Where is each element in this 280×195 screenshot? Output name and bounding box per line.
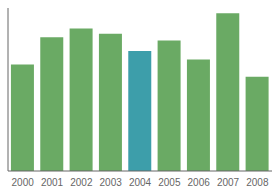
- svg-text:2002: 2002: [70, 177, 93, 188]
- svg-text:2007: 2007: [217, 177, 240, 188]
- svg-text:2006: 2006: [188, 177, 211, 188]
- svg-text:2003: 2003: [100, 177, 123, 188]
- svg-text:2008: 2008: [246, 177, 269, 188]
- svg-text:2004: 2004: [129, 177, 152, 188]
- svg-text:2000: 2000: [12, 177, 35, 188]
- svg-text:2001: 2001: [41, 177, 64, 188]
- svg-text:2005: 2005: [158, 177, 181, 188]
